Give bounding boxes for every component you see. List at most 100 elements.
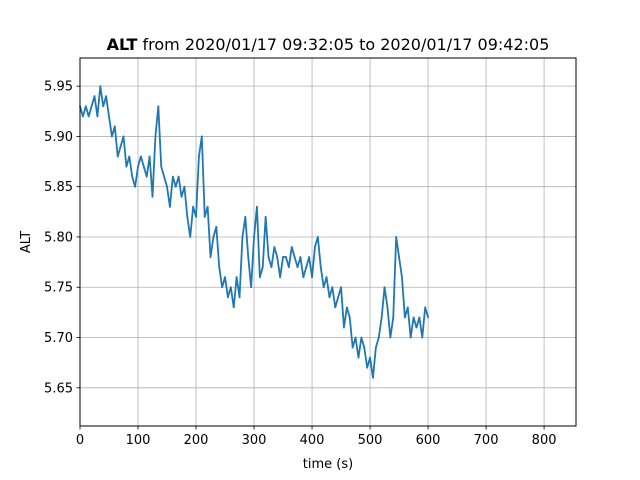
data-point (296, 266, 299, 269)
data-point (383, 286, 386, 289)
data-point (415, 326, 418, 329)
data-point (354, 336, 357, 339)
y-tick-label: 5.85 (44, 180, 73, 195)
data-point (186, 215, 189, 218)
x-tick-label: 600 (416, 433, 441, 448)
data-point (229, 286, 232, 289)
data-point (369, 356, 371, 359)
data-point (160, 165, 163, 168)
data-point (343, 326, 345, 329)
data-point (148, 155, 151, 158)
y-tick-label: 5.70 (44, 331, 73, 346)
data-point (221, 286, 224, 289)
data-point (360, 336, 363, 339)
data-point (163, 175, 166, 178)
x-tick-label: 500 (358, 433, 383, 448)
data-point (203, 215, 206, 218)
data-point (198, 155, 200, 158)
x-tick-label: 400 (300, 433, 325, 448)
data-point (258, 276, 261, 279)
data-point (247, 256, 250, 258)
data-point (418, 316, 421, 319)
data-point (227, 296, 229, 299)
data-point (209, 256, 212, 258)
data-point (345, 306, 348, 309)
data-point (87, 115, 90, 118)
data-point (395, 236, 398, 238)
data-point (174, 185, 177, 188)
data-point (171, 175, 174, 178)
data-point (325, 276, 328, 279)
data-point (334, 306, 337, 309)
data-point (119, 145, 122, 148)
data-point (406, 306, 409, 309)
data-point (206, 205, 209, 208)
plot-frame (79, 57, 577, 427)
grid (79, 58, 576, 426)
data-point (273, 246, 276, 248)
y-tick-label: 5.65 (44, 381, 73, 396)
x-tick-label: 200 (184, 433, 209, 448)
y-tick-label: 5.95 (44, 80, 73, 95)
chart-title-rest: from 2020/01/17 09:32:05 to 2020/01/17 0… (137, 35, 549, 54)
data-point (276, 256, 279, 258)
data-point (331, 286, 334, 289)
x-tick-label: 100 (126, 433, 151, 448)
data-point (108, 115, 110, 118)
data-point (183, 185, 186, 188)
data-point (348, 316, 351, 319)
data-point (401, 276, 403, 279)
data-point (290, 246, 293, 248)
data-point (102, 105, 105, 108)
data-point (427, 316, 429, 319)
data-point (337, 296, 340, 299)
data-point (314, 246, 316, 248)
x-tick-label: 0 (76, 433, 84, 448)
data-point (212, 236, 215, 238)
data-point (131, 175, 134, 178)
data-point (412, 316, 415, 319)
data-point (285, 256, 287, 258)
data-point (374, 346, 377, 349)
data-point (386, 306, 389, 309)
data-point (302, 276, 305, 279)
x-axis: 0 100 200 300 400 500 600 700 800 (76, 426, 557, 448)
data-point (311, 276, 313, 279)
data-point (235, 276, 238, 279)
data-point (122, 135, 125, 138)
data-point (99, 85, 102, 88)
data-point (238, 296, 241, 299)
data-point (113, 125, 116, 128)
x-axis-label: time (s) (303, 457, 353, 472)
data-point (140, 155, 142, 158)
data-point (142, 165, 145, 168)
data-point (267, 256, 270, 258)
data-point (319, 266, 322, 269)
data-point (192, 205, 195, 208)
data-point (389, 336, 392, 339)
y-axis: 5.65 5.70 5.75 5.80 5.85 5.90 5.95 (44, 80, 80, 396)
data-point (322, 286, 325, 289)
data-point (357, 356, 360, 359)
chart-title: ALT from 2020/01/17 09:32:05 to 2020/01/… (107, 35, 550, 54)
data-point (256, 205, 258, 208)
chart-title-bold: ALT (107, 35, 138, 54)
data-point (377, 336, 380, 339)
series-layer (79, 85, 429, 379)
data-point (328, 296, 331, 299)
data-point (287, 266, 290, 269)
data-point (392, 316, 395, 319)
data-point (169, 205, 171, 208)
data-point (264, 215, 267, 218)
data-point (363, 346, 366, 349)
data-point (282, 256, 284, 258)
data-point (372, 376, 374, 379)
data-point (96, 115, 99, 118)
data-point (409, 336, 412, 339)
data-point (279, 276, 282, 279)
data-point (398, 256, 400, 258)
data-point (157, 105, 160, 108)
data-point (82, 115, 84, 118)
data-point (308, 256, 311, 258)
